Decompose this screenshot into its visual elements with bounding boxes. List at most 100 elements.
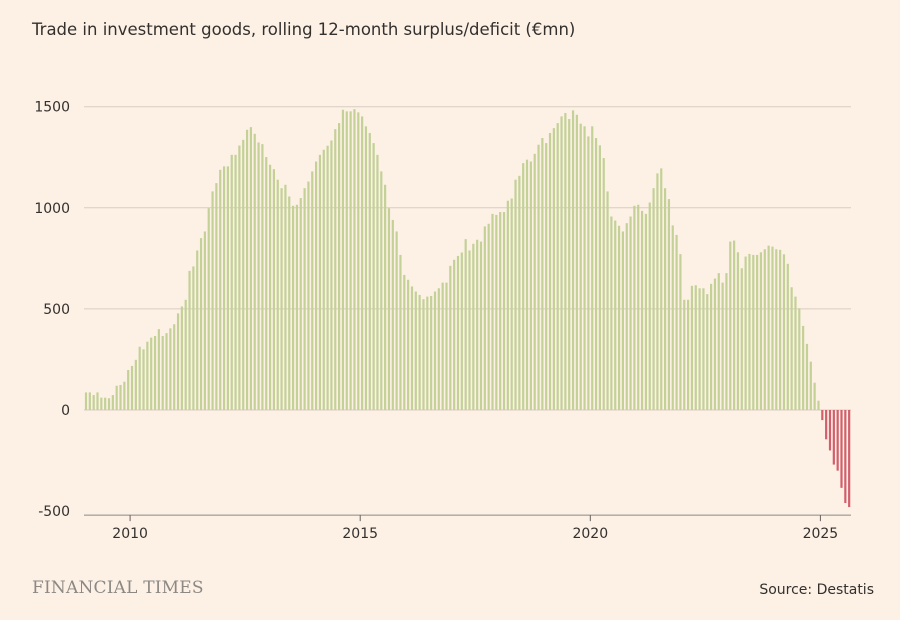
surplus-bar xyxy=(92,395,95,410)
surplus-bar xyxy=(395,231,398,410)
surplus-bar xyxy=(291,205,295,410)
surplus-bar xyxy=(199,238,203,410)
surplus-bar xyxy=(652,188,655,410)
surplus-bar xyxy=(334,129,337,410)
surplus-bar xyxy=(556,123,559,411)
surplus-bar xyxy=(702,288,705,410)
surplus-bar xyxy=(736,252,740,410)
surplus-bar xyxy=(391,219,394,410)
surplus-bar xyxy=(215,183,218,410)
surplus-bar xyxy=(545,143,548,410)
surplus-bar xyxy=(245,129,249,410)
surplus-bar xyxy=(368,132,371,410)
surplus-bar xyxy=(675,234,678,410)
surplus-bar xyxy=(184,299,187,410)
surplus-bar xyxy=(253,133,256,410)
surplus-bar xyxy=(564,112,567,410)
surplus-bar xyxy=(786,263,789,410)
surplus-bar xyxy=(548,132,552,410)
surplus-bar xyxy=(694,285,697,410)
surplus-bar xyxy=(683,299,686,410)
deficit-bar xyxy=(832,410,835,465)
surplus-bar xyxy=(115,385,118,410)
x-tick-label: 2025 xyxy=(803,526,839,542)
surplus-bar xyxy=(660,168,663,410)
surplus-bar xyxy=(679,254,682,410)
surplus-bar xyxy=(211,191,214,410)
surplus-bar xyxy=(794,296,797,410)
surplus-bar xyxy=(767,245,770,410)
surplus-bar xyxy=(729,241,732,410)
y-tick-label: 1000 xyxy=(34,201,70,217)
surplus-bar xyxy=(614,220,617,410)
surplus-bar xyxy=(357,112,360,410)
surplus-bar xyxy=(744,256,747,410)
surplus-bar xyxy=(407,279,410,410)
surplus-bar xyxy=(690,285,694,410)
surplus-bar xyxy=(805,343,809,410)
deficit-bar xyxy=(840,410,843,488)
surplus-bar xyxy=(284,184,287,410)
x-axis: 2010 2015 2020 2025 xyxy=(84,514,851,542)
surplus-bar xyxy=(123,381,126,410)
surplus-bar xyxy=(261,144,264,410)
surplus-bar xyxy=(173,324,176,410)
surplus-bar xyxy=(372,143,375,410)
surplus-bar xyxy=(464,239,467,410)
surplus-bar xyxy=(119,384,122,410)
surplus-bar xyxy=(414,291,417,410)
surplus-bar xyxy=(422,299,425,410)
deficit-bar xyxy=(844,410,847,504)
surplus-bar xyxy=(364,126,368,410)
surplus-bar xyxy=(376,154,379,410)
surplus-bar xyxy=(433,291,437,410)
surplus-bar xyxy=(161,335,164,410)
surplus-bar xyxy=(88,392,91,410)
surplus-bar xyxy=(157,329,160,410)
surplus-bar xyxy=(453,259,456,410)
surplus-bar xyxy=(338,123,341,411)
surplus-bar xyxy=(142,349,145,410)
surplus-bar xyxy=(717,273,720,410)
surplus-bar xyxy=(499,212,502,410)
surplus-bar xyxy=(648,202,651,410)
surplus-bar xyxy=(537,144,540,410)
surplus-bar xyxy=(238,145,241,410)
surplus-bar xyxy=(165,333,168,410)
surplus-bar xyxy=(384,184,387,410)
surplus-bar xyxy=(763,249,766,410)
surplus-bar xyxy=(644,213,648,410)
surplus-bar xyxy=(226,166,229,410)
surplus-bar xyxy=(721,282,724,410)
surplus-bar xyxy=(782,254,786,410)
deficit-bar xyxy=(825,410,828,440)
surplus-bar xyxy=(663,188,667,410)
surplus-bar xyxy=(272,169,276,410)
surplus-bar xyxy=(502,212,506,410)
surplus-bar xyxy=(522,163,525,410)
y-axis-ticks: 1500 1000 500 0 -500 xyxy=(34,100,70,520)
surplus-bar xyxy=(640,210,644,410)
surplus-bar xyxy=(491,213,494,410)
surplus-bar xyxy=(307,181,310,410)
deficit-bar xyxy=(836,410,839,471)
surplus-bar xyxy=(207,208,210,410)
surplus-bar xyxy=(706,294,709,410)
surplus-bar xyxy=(529,161,532,410)
y-tick-label: -500 xyxy=(38,504,70,520)
surplus-bar xyxy=(598,145,601,411)
surplus-bar xyxy=(460,252,463,410)
surplus-bar xyxy=(698,288,701,410)
deficit-bar xyxy=(848,410,851,508)
surplus-bar xyxy=(380,171,383,410)
x-tick-label: 2015 xyxy=(342,526,378,542)
surplus-bar xyxy=(138,346,141,410)
surplus-bar xyxy=(752,254,755,410)
surplus-bar xyxy=(361,116,364,410)
surplus-bar xyxy=(552,128,555,411)
surplus-bar xyxy=(104,397,107,410)
surplus-bar xyxy=(265,157,268,410)
surplus-bar xyxy=(441,282,444,410)
surplus-bar xyxy=(779,249,782,410)
y-tick-label: 0 xyxy=(61,403,70,419)
